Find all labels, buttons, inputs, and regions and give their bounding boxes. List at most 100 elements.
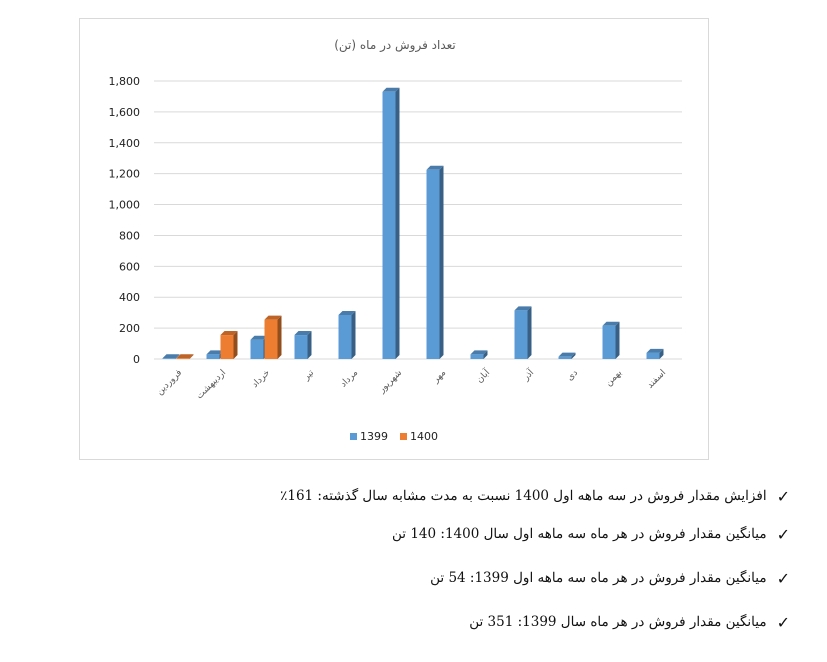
legend-label: 1400	[410, 430, 438, 443]
bar-side	[175, 354, 180, 359]
bar-top	[558, 352, 576, 357]
bar	[470, 350, 488, 359]
bar-top	[514, 306, 532, 311]
x-tick-label: مرداد	[339, 368, 361, 390]
bar-top	[470, 350, 488, 355]
note-item: ✓ افزایش مقدار فروش در سه ماهه اول 1400 …	[280, 482, 790, 510]
chart-title: تعداد فروش در ماه (تن)	[334, 38, 456, 53]
check-icon: ✓	[776, 524, 790, 544]
bar-front	[470, 354, 484, 359]
legend-swatch	[400, 433, 407, 440]
note-item: ✓ میانگین مقدار فروش در هر ماه سال 1399:…	[469, 608, 790, 636]
bar-front	[294, 335, 308, 359]
legend-label: 1399	[360, 430, 388, 443]
bar-side	[439, 165, 444, 359]
bar	[220, 331, 238, 359]
bar-side	[571, 352, 576, 359]
x-tick-label: شهریور	[376, 368, 404, 396]
bar-side	[527, 306, 532, 359]
bar-side	[395, 87, 400, 360]
check-icon: ✓	[776, 612, 790, 632]
chart-container: تعداد فروش در ماه (تن) 0 200 400 600 800 1,00…	[79, 18, 709, 460]
bar-top	[426, 165, 444, 170]
note-item: ✓ میانگین مقدار فروش در هر ماه سه ماهه ا…	[430, 564, 790, 592]
bar	[514, 306, 532, 359]
bar-front	[264, 319, 278, 359]
x-tick-label: بهمن	[604, 368, 624, 388]
bar-top	[206, 350, 224, 355]
y-tick-label: 400	[119, 291, 140, 304]
bar	[264, 315, 282, 359]
bar-top	[176, 354, 194, 359]
x-tick-label: اسفند	[645, 368, 668, 391]
bar-top	[220, 331, 238, 336]
bar-top	[338, 310, 356, 315]
note-text: میانگین مقدار فروش در هر ماه سه ماهه اول…	[391, 526, 767, 542]
note-text: میانگین مقدار فروش در هر ماه سه ماهه اول…	[430, 570, 767, 586]
y-tick-label: 800	[119, 229, 140, 242]
bar-top	[646, 348, 664, 353]
bar-side	[615, 321, 620, 359]
bar	[162, 354, 180, 359]
bar-top	[250, 335, 268, 340]
x-tick-label: آبان	[473, 366, 492, 385]
bar-side	[351, 310, 356, 359]
y-tick-label: 1,000	[109, 199, 141, 212]
x-tick-label: تیر	[301, 368, 316, 383]
bar-front	[220, 335, 234, 359]
legend: 1399 1400	[350, 430, 438, 443]
bar-side	[307, 331, 312, 359]
bar-top	[264, 315, 282, 320]
bar-front	[250, 339, 264, 359]
note-text: افزایش مقدار فروش در سه ماهه اول 1400 نس…	[280, 488, 767, 504]
bar-side	[189, 354, 194, 359]
x-axis-ticks: فروردین اردیبهشت خرداد تیر مرداد شهریور مهر آبا…	[155, 366, 668, 401]
y-tick-label: 1,600	[109, 106, 141, 119]
bar-front	[382, 91, 396, 360]
bar-top	[294, 331, 312, 336]
bar-front	[338, 314, 352, 359]
note-item: ✓ میانگین مقدار فروش در هر ماه سه ماهه ا…	[392, 520, 790, 548]
bar-front	[646, 352, 660, 359]
check-icon: ✓	[776, 568, 790, 588]
legend-swatch	[350, 433, 357, 440]
bar	[426, 165, 444, 359]
bar	[558, 352, 576, 359]
bars	[162, 87, 664, 360]
gridlines	[154, 80, 682, 360]
y-tick-label: 200	[119, 322, 140, 335]
bar-top	[382, 87, 400, 92]
x-tick-label: فروردین	[155, 368, 184, 397]
bar-front	[602, 325, 616, 359]
note-text: میانگین مقدار فروش در هر ماه سال 1399: 3…	[469, 614, 767, 630]
bar-top	[602, 321, 620, 326]
bar	[382, 87, 400, 360]
bar-side	[233, 331, 238, 359]
bar-side	[659, 348, 664, 359]
x-tick-label: اردیبهشت	[195, 368, 228, 401]
bar-front	[162, 358, 176, 359]
bar-front	[206, 354, 220, 359]
y-tick-label: 0	[133, 353, 140, 366]
x-tick-label: مهر	[430, 368, 448, 386]
bar	[602, 321, 620, 359]
bar-side	[483, 350, 488, 359]
bar-top	[162, 354, 180, 359]
x-tick-label: دی	[565, 368, 580, 383]
bar-chart: تعداد فروش در ماه (تن) 0 200 400 600 800 1,00…	[109, 38, 682, 443]
bar-front	[426, 169, 440, 359]
y-tick-label: 1,400	[109, 137, 141, 150]
bar-front	[514, 310, 528, 359]
bar-front	[176, 358, 190, 359]
x-tick-label: خرداد	[250, 368, 272, 390]
bar-side	[277, 315, 282, 359]
bar	[338, 310, 356, 359]
bar	[646, 348, 664, 359]
y-tick-label: 600	[119, 260, 140, 273]
bar	[176, 354, 194, 359]
x-tick-label: آذر	[519, 366, 536, 383]
bar-front	[558, 356, 572, 359]
bar	[294, 331, 312, 359]
y-axis-ticks: 0 200 400 600 800 1,000 1,200 1,400 1,600 1,800	[109, 75, 141, 366]
y-tick-label: 1,800	[109, 75, 141, 88]
